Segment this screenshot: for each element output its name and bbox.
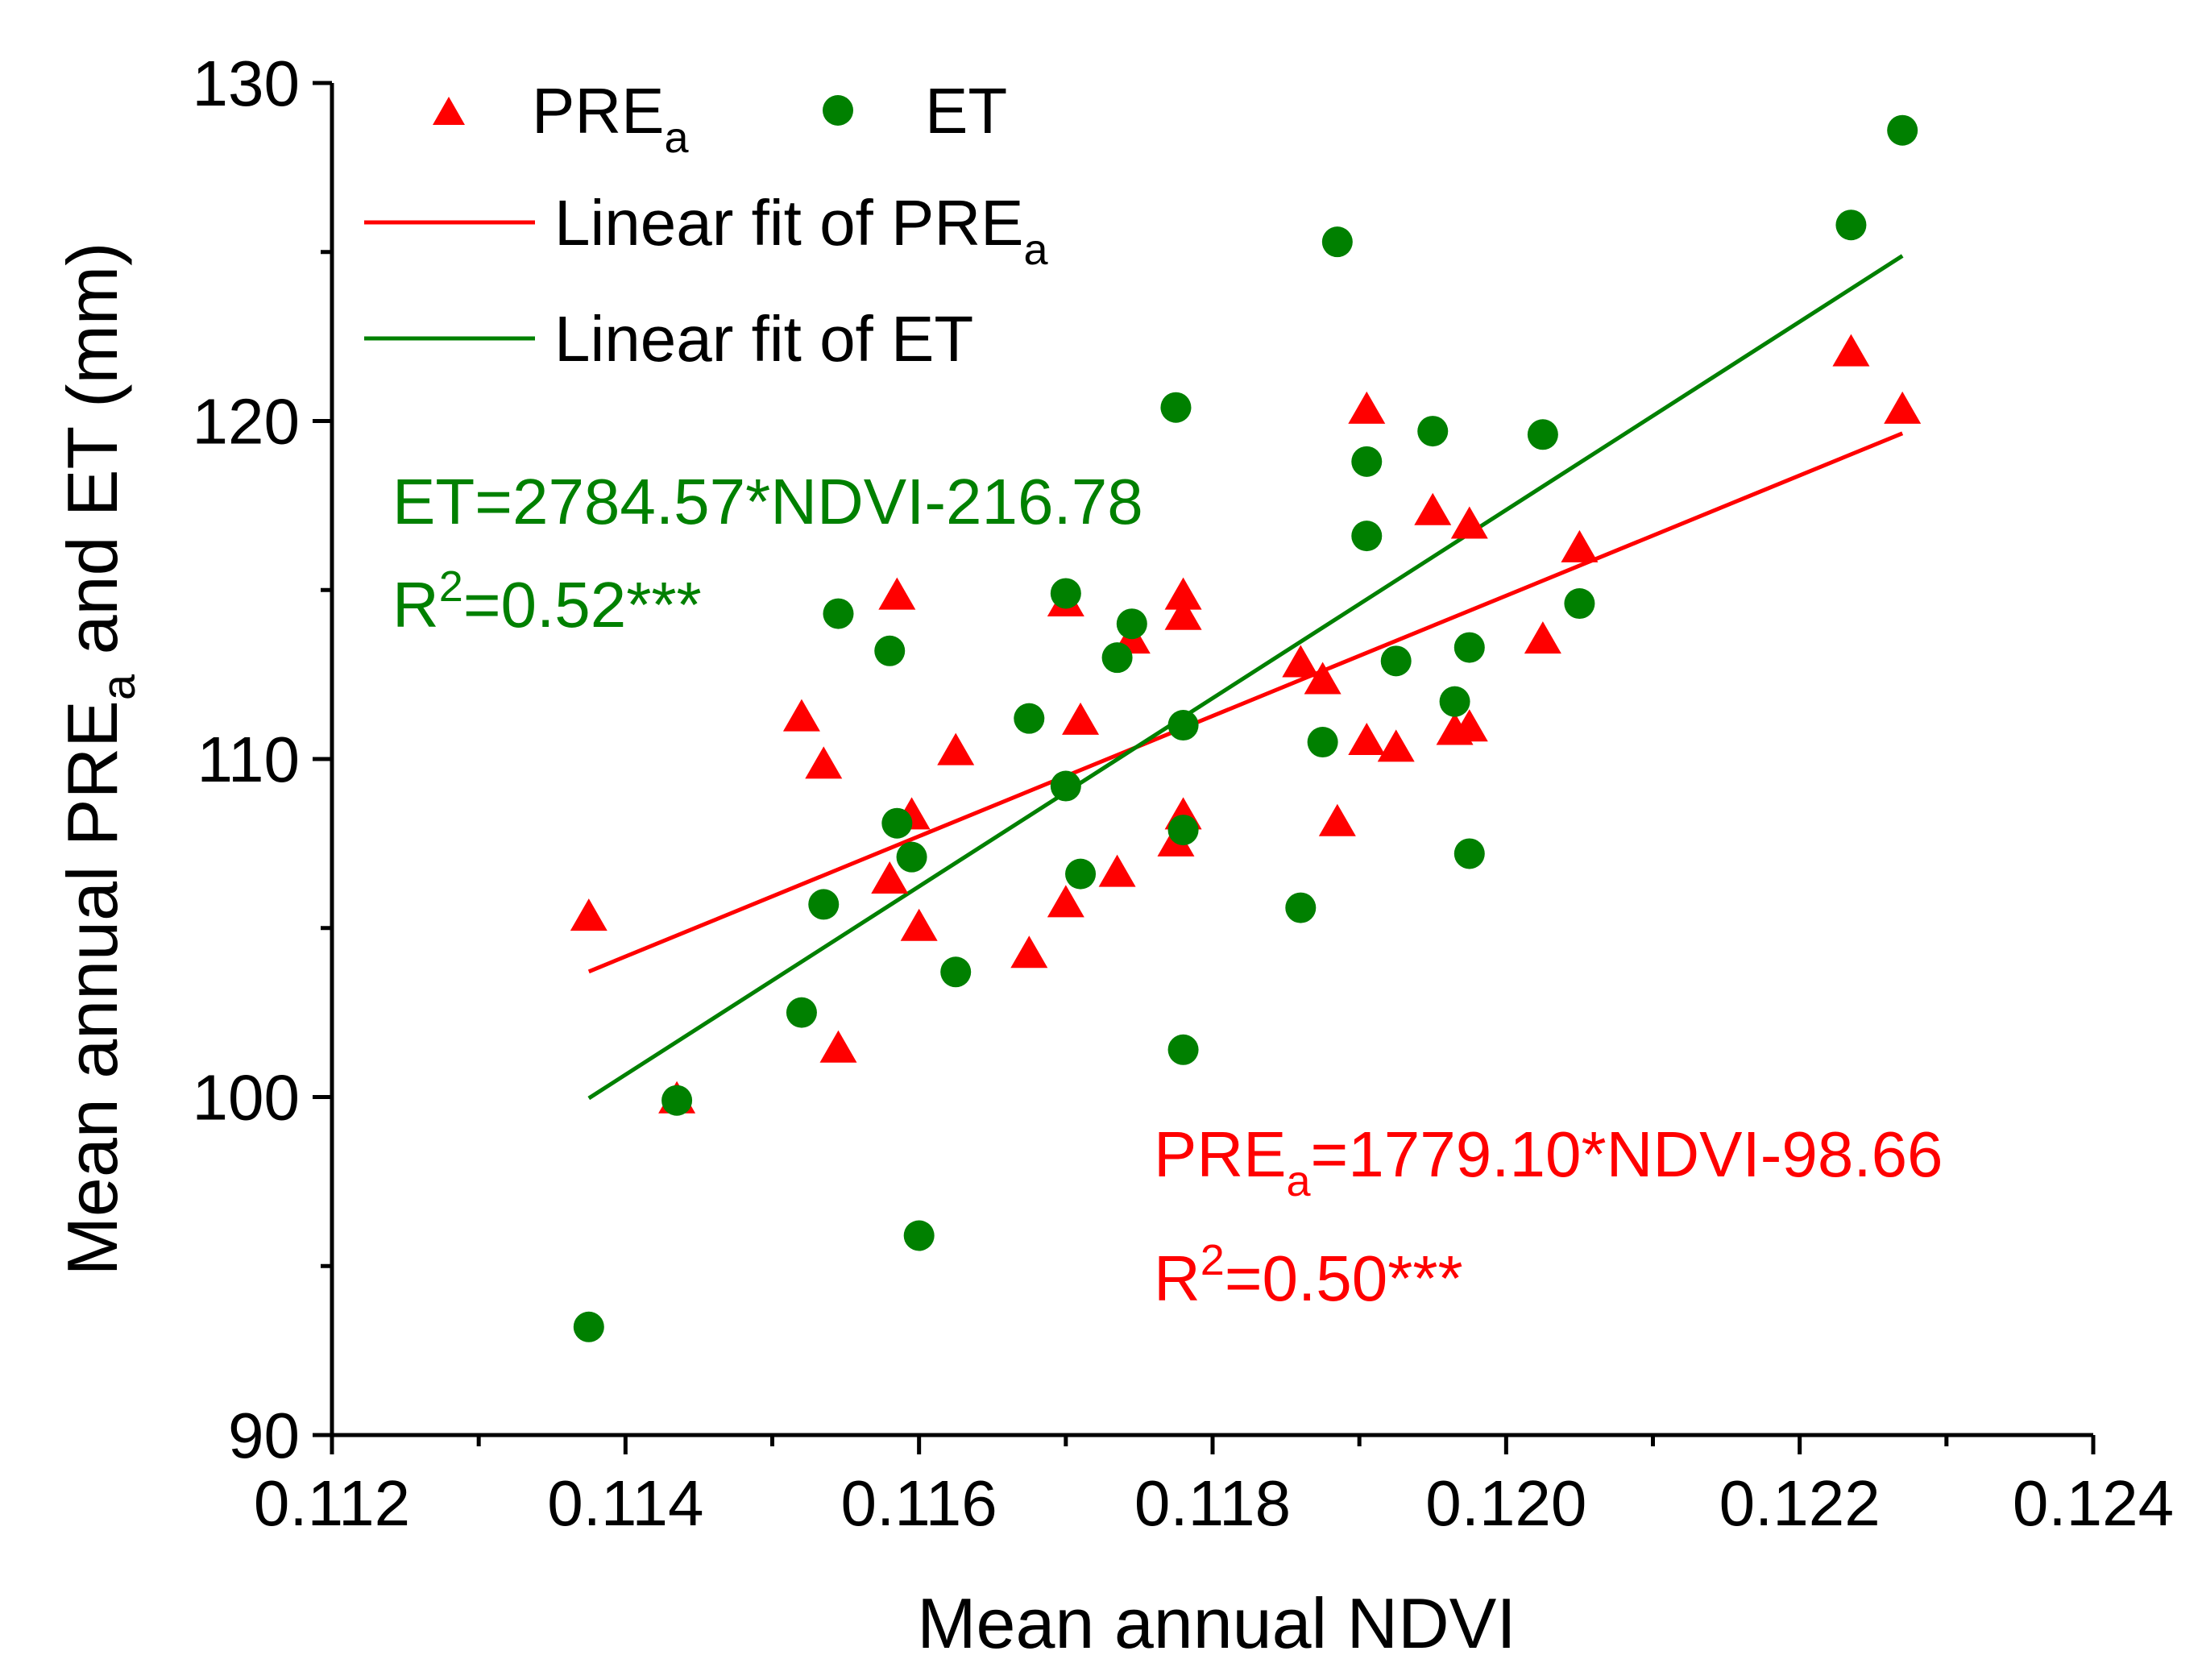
et-data-point xyxy=(881,807,913,839)
et-data-point xyxy=(896,841,927,873)
et-data-point xyxy=(940,956,972,988)
legend-pre-fit-label: Linear fit of PREa xyxy=(554,187,1049,274)
pre-data-point xyxy=(1561,529,1599,562)
et-data-point xyxy=(1167,815,1199,846)
pre-data-point xyxy=(1832,334,1870,367)
pre-data-point xyxy=(1010,935,1048,969)
pre-data-point xyxy=(937,732,975,765)
et-data-point xyxy=(1065,858,1097,890)
pre-data-point xyxy=(782,699,820,732)
et-data-point xyxy=(1887,114,1918,146)
et-series-points xyxy=(573,114,1918,1342)
y-axis-title: Mean annual PREa and ET (mm) xyxy=(52,243,145,1276)
et-data-point xyxy=(1050,578,1081,609)
pre-data-point xyxy=(1414,492,1452,525)
et-data-point xyxy=(1380,645,1412,677)
et-data-point xyxy=(903,1220,935,1251)
et-data-point xyxy=(1564,588,1595,620)
et-data-point xyxy=(661,1085,693,1116)
x-tick-label: 0.114 xyxy=(547,1467,703,1539)
pre-data-point xyxy=(900,908,938,941)
et-r2: R2=0.52*** xyxy=(392,562,702,641)
et-data-point xyxy=(1014,703,1045,734)
pre-series-points xyxy=(570,334,1922,1114)
et-data-point xyxy=(1439,686,1470,717)
pre-data-point xyxy=(871,861,909,894)
pre-data-point xyxy=(1047,885,1084,918)
legend-pre-label: PREa xyxy=(532,75,690,162)
et-data-point xyxy=(823,598,854,629)
y-tick-label: 100 xyxy=(193,1062,300,1134)
et-data-point xyxy=(573,1311,604,1342)
x-tick-label: 0.122 xyxy=(1719,1467,1881,1539)
y-tick-label: 120 xyxy=(193,386,300,458)
pre-data-point xyxy=(1304,662,1342,695)
pre-data-point xyxy=(805,746,843,779)
pre-data-point xyxy=(1450,709,1488,742)
legend-et-label: ET xyxy=(925,75,1007,147)
et-data-point xyxy=(1160,392,1192,423)
pre-data-point xyxy=(1164,597,1202,630)
legend-pre-marker xyxy=(433,97,465,125)
x-tick-label: 0.120 xyxy=(1425,1467,1586,1539)
et-data-point xyxy=(1116,608,1147,640)
pre-data-point xyxy=(1348,723,1386,756)
pre-data-point xyxy=(878,577,916,610)
pre-data-point xyxy=(819,1030,857,1063)
et-fit-line xyxy=(587,254,1904,1101)
et-data-point xyxy=(1351,446,1383,477)
pre-data-point xyxy=(1318,803,1356,836)
pre-data-point xyxy=(1282,645,1320,678)
et-data-point xyxy=(1321,226,1353,258)
et-equation: ET=2784.57*NDVI-216.78 xyxy=(392,466,1143,537)
x-tick-label: 0.112 xyxy=(254,1467,410,1539)
x-axis-title: Mean annual NDVI xyxy=(917,1583,1516,1663)
pre-equation: PREa=1779.10*NDVI-98.66 xyxy=(1154,1118,1943,1205)
et-data-point xyxy=(808,889,840,920)
et-data-point xyxy=(786,997,817,1028)
x-tick-label: 0.118 xyxy=(1134,1467,1291,1539)
pre-data-point xyxy=(1348,391,1386,424)
et-data-point xyxy=(1050,770,1081,802)
et-data-point xyxy=(1351,521,1383,552)
et-data-point xyxy=(1453,632,1485,663)
et-data-point xyxy=(874,635,906,666)
x-tick-label: 0.116 xyxy=(841,1467,997,1539)
et-data-point xyxy=(1453,838,1485,869)
x-tick-label: 0.124 xyxy=(2013,1467,2174,1539)
x-ticks: 0.112 0.114 0.116 0.118 0.120 0.122 0.124 xyxy=(254,1435,2174,1539)
legend: PREa ET Linear fit of PREa Linear fit of… xyxy=(364,75,1049,375)
pre-data-point xyxy=(1884,391,1922,424)
et-data-point xyxy=(1285,892,1317,923)
et-data-point xyxy=(1101,642,1133,674)
legend-et-marker xyxy=(823,95,853,126)
axes: 0.112 0.114 0.116 0.118 0.120 0.122 0.124 90 10… xyxy=(193,48,2175,1539)
pre-r2: R2=0.50*** xyxy=(1154,1236,1463,1314)
y-tick-label: 110 xyxy=(197,724,300,795)
et-data-point xyxy=(1527,419,1558,450)
pre-fit-line xyxy=(587,431,1904,974)
y-tick-label: 130 xyxy=(193,48,300,119)
et-data-point xyxy=(1417,416,1449,447)
et-data-point xyxy=(1307,727,1338,758)
et-data-point xyxy=(1167,1034,1199,1065)
pre-data-point xyxy=(1377,729,1415,762)
fit-lines xyxy=(587,254,1904,1101)
y-ticks: 90 100 110 120 130 xyxy=(193,48,332,1471)
et-data-point xyxy=(1167,710,1199,741)
pre-data-point xyxy=(570,898,608,931)
legend-et-fit-label: Linear fit of ET xyxy=(554,303,973,375)
pre-data-point xyxy=(1450,506,1488,539)
pre-data-point xyxy=(1524,621,1561,654)
pre-data-point xyxy=(1098,854,1136,887)
pre-data-point xyxy=(1062,702,1100,735)
pre-data-point xyxy=(1164,577,1202,610)
et-data-point xyxy=(1835,209,1867,241)
y-tick-label: 90 xyxy=(228,1400,300,1471)
